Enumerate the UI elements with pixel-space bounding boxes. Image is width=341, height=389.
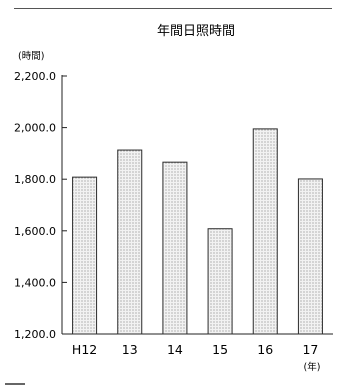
x-tick-label-14: 14 bbox=[167, 342, 183, 357]
y-tick-label: 1,600.0 bbox=[14, 225, 56, 238]
bar-H12 bbox=[72, 176, 98, 335]
x-tick-label-13: 13 bbox=[122, 342, 138, 357]
x-tick-label-H12: H12 bbox=[72, 342, 97, 357]
x-tick-label-17: 17 bbox=[302, 342, 318, 357]
x-axis-unit-label: (年) bbox=[304, 361, 321, 373]
bar-16 bbox=[252, 128, 278, 335]
y-tick-label: 1,800.0 bbox=[14, 173, 56, 186]
y-tick-label: 2,200.0 bbox=[14, 70, 56, 83]
bar-15 bbox=[207, 228, 233, 335]
chart-title: 年間日照時間 bbox=[157, 24, 235, 39]
x-tick-label-16: 16 bbox=[257, 342, 273, 357]
bars bbox=[72, 128, 323, 335]
x-axis-tick-labels: H12 13 14 15 16 17 bbox=[72, 342, 318, 357]
bar-17 bbox=[297, 178, 323, 335]
y-axis-ticks: 1,200.0 1,400.0 1,600.0 1,800.0 2,000.0 2,200… bbox=[14, 70, 67, 341]
y-tick-label: 1,200.0 bbox=[14, 328, 56, 341]
y-axis-unit-label: (時間) bbox=[18, 51, 44, 62]
y-tick-label: 2,000.0 bbox=[14, 122, 56, 135]
y-tick-label: 1,400.0 bbox=[14, 276, 56, 289]
bar-14 bbox=[162, 161, 188, 335]
top-rule bbox=[14, 8, 332, 9]
bar-13 bbox=[117, 149, 143, 335]
x-tick-label-15: 15 bbox=[212, 342, 228, 357]
bottom-rule bbox=[5, 383, 25, 385]
